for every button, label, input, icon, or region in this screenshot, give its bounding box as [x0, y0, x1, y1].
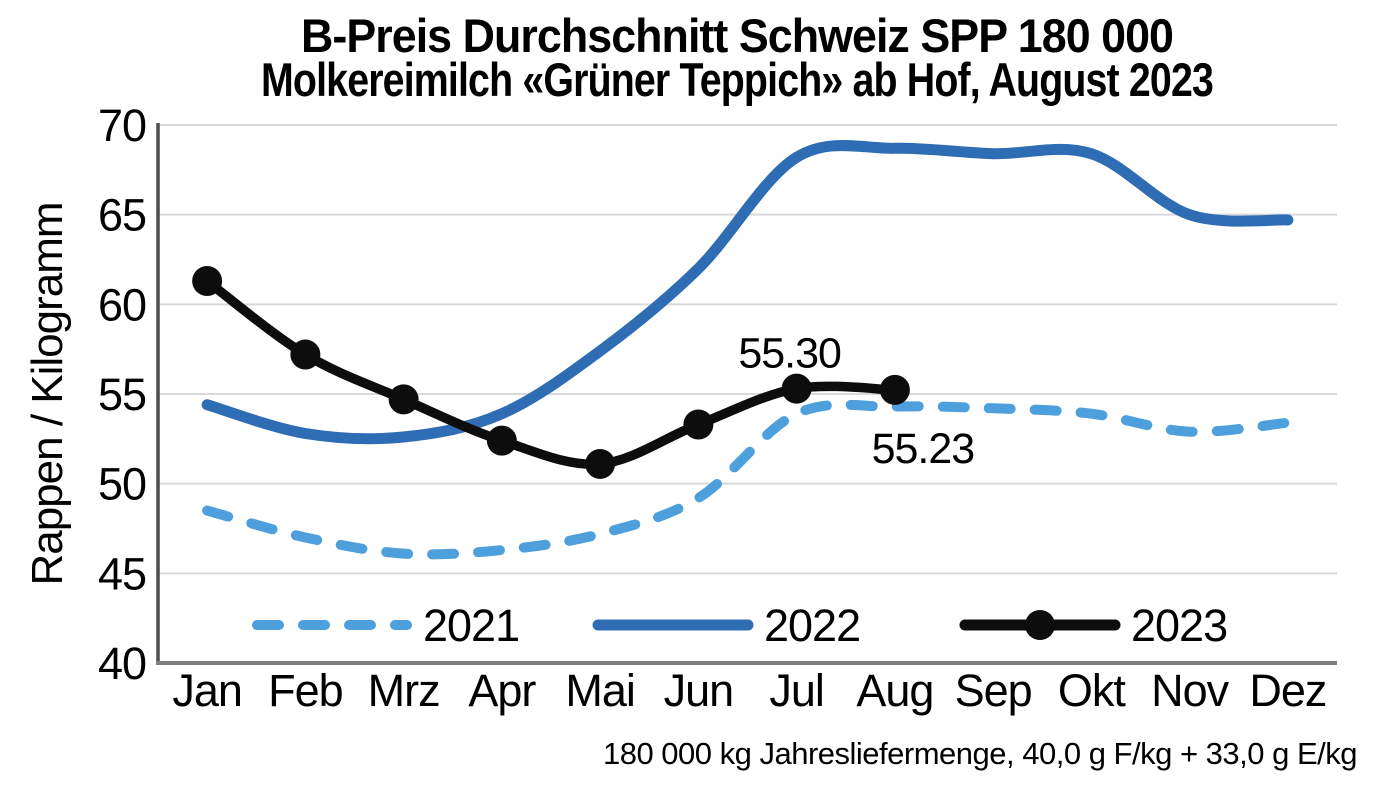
- series-2023-marker: [192, 266, 223, 297]
- annotation-55.23: 55.23: [872, 425, 975, 473]
- y-tick-label-55: 55: [98, 369, 146, 420]
- annotation-55.30: 55.30: [738, 330, 841, 378]
- x-tick-label-Sep: Sep: [955, 665, 1032, 716]
- series-2023-marker: [683, 409, 714, 440]
- legend-item-2022: 2022: [592, 600, 861, 651]
- series-2023-marker: [781, 373, 812, 404]
- x-tick-label-Jan: Jan: [172, 665, 242, 716]
- x-tick-label-Dez: Dez: [1249, 665, 1326, 716]
- series-2023-marker: [388, 384, 419, 415]
- y-axis-label: Rappen / Kilogramm: [23, 202, 72, 585]
- legend-label-2021: 2021: [423, 600, 519, 651]
- series-2023-marker: [290, 339, 321, 370]
- x-tick-label-Mai: Mai: [565, 665, 635, 716]
- chart-title-line1: B-Preis Durchschnitt Schweiz SPP 180 000: [301, 9, 1173, 62]
- series-2021-line: [202, 399, 1293, 560]
- y-tick-label-65: 65: [98, 190, 146, 241]
- x-tick-label-Feb: Feb: [268, 665, 343, 716]
- legend-marker-2023: [1025, 610, 1055, 640]
- legend-layer: 2021 2022 2023: [252, 600, 1228, 651]
- annotations-layer: 55.30 55.23: [738, 330, 975, 473]
- x-tick-label-Nov: Nov: [1151, 665, 1230, 716]
- series-2023-marker: [486, 425, 517, 456]
- chart-footnote: 180 000 kg Jahresliefermenge, 40,0 g F/k…: [603, 736, 1357, 771]
- y-tick-label-60: 60: [98, 279, 146, 330]
- x-tick-label-Apr: Apr: [468, 665, 536, 716]
- y-tick-label-70: 70: [98, 100, 146, 151]
- series-layer: [192, 140, 1294, 560]
- axes-layer: [156, 123, 1337, 665]
- series-2023-marker: [585, 448, 616, 479]
- y-tick-label-40: 40: [98, 638, 146, 689]
- x-tick-label-Jul: Jul: [769, 665, 824, 716]
- legend-label-2023: 2023: [1131, 600, 1227, 651]
- x-tick-label-Jun: Jun: [664, 665, 734, 716]
- y-tick-label-50: 50: [98, 459, 146, 510]
- y-tick-label-45: 45: [98, 548, 146, 599]
- chart-title-line2: Molkereimilch «Grüner Teppich» ab Hof, A…: [261, 53, 1213, 106]
- series-2022-line: [201, 140, 1294, 445]
- x-tick-label-Mrz: Mrz: [368, 665, 440, 716]
- tick-labels-layer: 40 45 50 55 60 65 70 Jan Feb Mrz Apr Mai Jun Jul Aug Se…: [98, 100, 1327, 716]
- legend-item-2023: 2023: [959, 600, 1228, 651]
- x-tick-label-Okt: Okt: [1058, 665, 1127, 716]
- x-tick-label-Aug: Aug: [856, 665, 933, 716]
- legend-item-2021: 2021: [252, 600, 520, 651]
- series-2023-marker: [879, 374, 910, 405]
- legend-label-2022: 2022: [764, 600, 860, 651]
